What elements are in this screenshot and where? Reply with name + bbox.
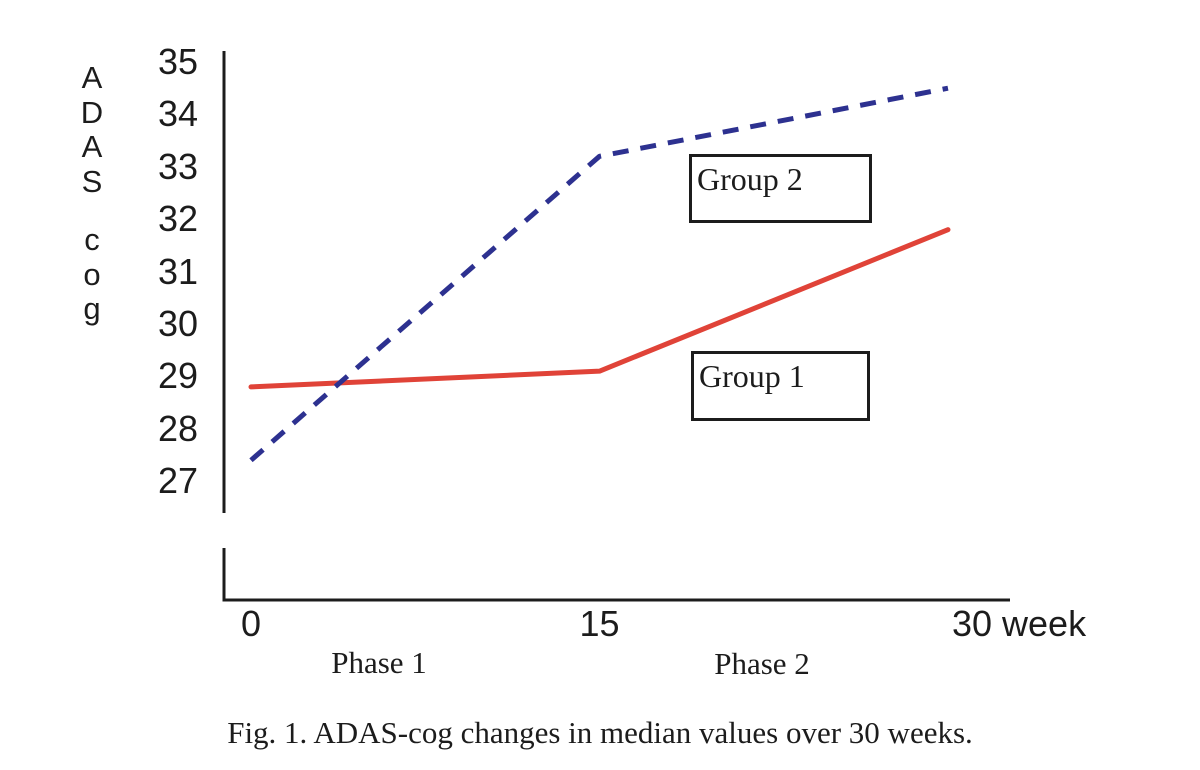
y-axis-title-char: A: [81, 60, 103, 95]
y-axis-title-char: g: [83, 291, 101, 326]
series-line-group-2: [249, 85, 949, 463]
figure-caption: Fig. 1. ADAS-cog changes in median value…: [227, 715, 973, 750]
y-axis-title-char: D: [80, 94, 104, 130]
y-axis-title-char: A: [81, 129, 103, 164]
y-axis-title-char: c: [84, 222, 100, 257]
axis-lines: [222, 51, 1010, 602]
phase-1-label: Phase 1: [331, 645, 427, 680]
y-axis-title-char: [76, 199, 108, 223]
legend-label-group-2: Group 2: [697, 161, 803, 197]
y-axis-title-char: S: [81, 163, 103, 199]
legend-box-group-1: Group 1: [691, 351, 870, 421]
y-axis-title-char: o: [83, 256, 101, 292]
phase-2-label: Phase 2: [714, 646, 810, 681]
series-line-group-1: [248, 227, 951, 390]
legend-label-group-1: Group 1: [699, 358, 805, 394]
legend-box-group-2: Group 2: [689, 154, 872, 223]
